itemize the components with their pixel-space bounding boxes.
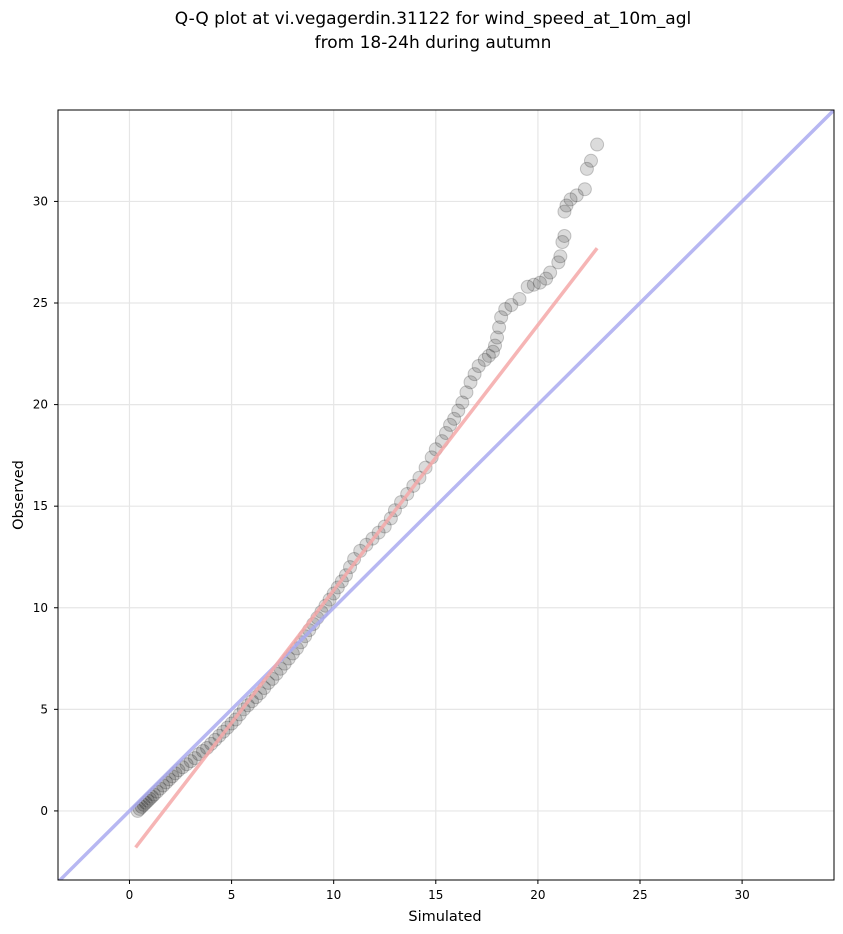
data-point bbox=[512, 291, 527, 306]
chart-title-line2: from 18-24h during autumn bbox=[315, 33, 552, 53]
data-point bbox=[590, 137, 605, 152]
data-point bbox=[504, 298, 519, 313]
fit-line bbox=[134, 247, 599, 849]
data-point bbox=[555, 235, 570, 250]
data-point bbox=[490, 330, 505, 345]
data-point bbox=[577, 182, 592, 197]
data-point bbox=[477, 352, 492, 367]
data-point bbox=[455, 395, 470, 410]
x-tick-label-1: 5 bbox=[228, 888, 236, 902]
x-tick-label-3: 15 bbox=[428, 888, 443, 902]
data-point bbox=[569, 188, 584, 203]
data-point bbox=[526, 277, 541, 292]
data-point bbox=[447, 411, 462, 426]
data-point bbox=[488, 338, 503, 353]
data-point bbox=[467, 367, 482, 382]
data-point bbox=[553, 249, 568, 264]
y-tick-label-0: 0 bbox=[40, 804, 48, 818]
data-point bbox=[175, 760, 190, 775]
y-axis-label: Observed bbox=[11, 460, 27, 530]
data-point bbox=[532, 275, 547, 290]
identity-line bbox=[58, 110, 834, 880]
data-point bbox=[443, 417, 458, 432]
data-point bbox=[494, 310, 509, 325]
y-tick-label-5: 25 bbox=[33, 296, 48, 310]
data-point bbox=[179, 757, 194, 772]
data-point bbox=[183, 754, 198, 769]
data-point bbox=[463, 375, 478, 390]
y-tick-label-3: 15 bbox=[33, 499, 48, 513]
data-point bbox=[498, 302, 513, 317]
y-tick-label-6: 30 bbox=[33, 194, 48, 208]
data-point bbox=[539, 271, 554, 286]
data-point bbox=[459, 385, 474, 400]
x-tick-label-4: 20 bbox=[530, 888, 545, 902]
data-point bbox=[579, 161, 594, 176]
data-point bbox=[520, 279, 535, 294]
data-point bbox=[187, 751, 202, 766]
data-point bbox=[543, 265, 558, 280]
y-tick-label-4: 20 bbox=[33, 398, 48, 412]
data-point bbox=[451, 403, 466, 418]
data-point bbox=[551, 255, 566, 270]
plot-frame bbox=[57, 109, 835, 881]
data-point bbox=[481, 348, 496, 363]
data-point bbox=[471, 358, 486, 373]
data-point bbox=[485, 344, 500, 359]
chart-title-line1: Q-Q plot at vi.vegagerdin.31122 for wind… bbox=[175, 9, 691, 29]
data-point bbox=[439, 426, 453, 441]
data-point bbox=[563, 192, 578, 207]
data-points bbox=[130, 137, 605, 818]
y-tick-label-2: 10 bbox=[33, 601, 48, 615]
x-tick-label-5: 25 bbox=[632, 888, 647, 902]
y-tick-label-1: 5 bbox=[40, 702, 48, 716]
x-tick-label-0: 0 bbox=[126, 888, 134, 902]
x-axis-label: Simulated bbox=[408, 909, 481, 925]
x-axis-ticks: 0 5 10 15 20 25 30 bbox=[126, 880, 750, 902]
data-point bbox=[557, 204, 572, 219]
y-axis-ticks: 0 5 10 15 20 25 30 bbox=[33, 194, 58, 818]
x-tick-label-6: 30 bbox=[734, 888, 749, 902]
x-tick-label-2: 10 bbox=[326, 888, 341, 902]
data-point bbox=[583, 153, 598, 168]
grid bbox=[58, 110, 834, 880]
data-point bbox=[557, 228, 572, 243]
data-point bbox=[492, 320, 507, 335]
data-point bbox=[559, 198, 574, 213]
